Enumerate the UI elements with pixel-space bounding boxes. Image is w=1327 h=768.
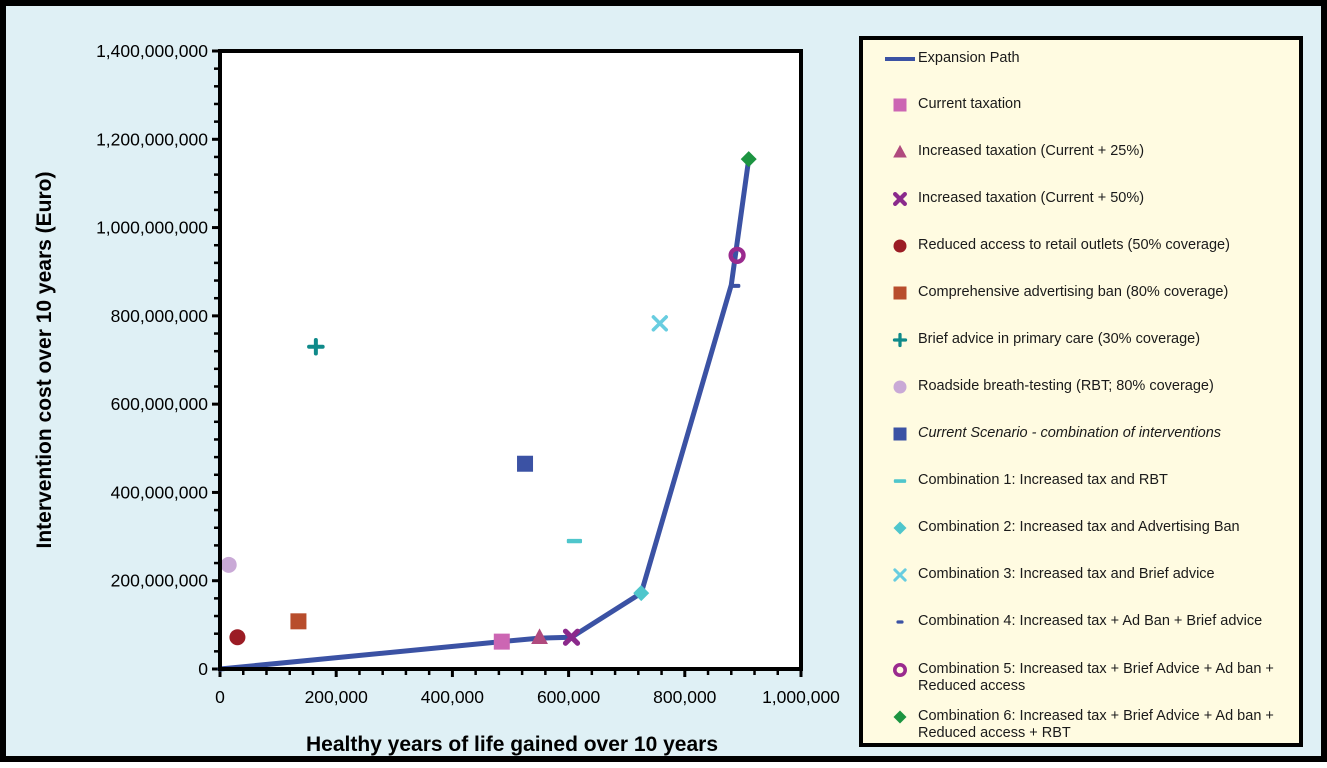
legend-marker-dash	[893, 479, 907, 483]
y-tick-label: 0	[198, 659, 208, 679]
legend-marker-diamond	[893, 710, 907, 724]
x-tick-label: 0	[215, 687, 225, 707]
x-axis-title: Healthy years of life gained over 10 yea…	[306, 733, 718, 756]
legend-symbol	[893, 710, 907, 724]
legend-label: Comprehensive advertising ban (80% cover…	[918, 284, 1229, 300]
y-tick-label: 1,400,000,000	[96, 41, 208, 61]
legend-marker-ring	[893, 663, 907, 677]
data-point-circle	[220, 556, 237, 573]
x-tick-labels: 0 200,000 400,000 600,000 800,000 1,000,000	[215, 687, 840, 707]
legend-symbol	[893, 239, 907, 253]
y-tick-label: 200,000,000	[111, 571, 209, 591]
legend-item: Brief advice in primary care (30% covera…	[885, 331, 1295, 349]
data-point-triangle	[531, 628, 548, 645]
data-point-small-dash	[731, 283, 741, 288]
data-point-square	[493, 633, 510, 650]
data-point-dash	[566, 538, 583, 544]
legend-symbol	[893, 521, 907, 535]
legend-symbol	[893, 98, 907, 112]
legend-item: Increased taxation (Current + 50%)	[885, 190, 1295, 208]
legend-marker-x-bold	[893, 192, 907, 206]
legend-marker-square	[893, 98, 907, 112]
legend-item: Roadside breath-testing (RBT; 80% covera…	[885, 378, 1295, 396]
y-axis-title: Intervention cost over 10 years (Euro)	[33, 172, 56, 549]
legend-marker-plus	[892, 332, 908, 348]
markers-layer	[220, 151, 757, 650]
data-point-square	[517, 455, 534, 472]
legend-item: Combination 2: Increased tax and Adverti…	[885, 519, 1295, 537]
legend-item: Combination 4: Increased tax + Ad Ban + …	[885, 613, 1295, 631]
legend-item: Combination 6: Increased tax + Brief Adv…	[885, 708, 1295, 742]
y-tick-label: 800,000,000	[111, 306, 209, 326]
legend-symbol	[892, 332, 908, 348]
plot-border	[218, 49, 803, 671]
legend-marker-circle	[893, 380, 907, 394]
data-point-diamond	[633, 585, 650, 602]
legend-symbol	[893, 568, 907, 582]
legend-label: Reduced access to retail outlets (50% co…	[918, 237, 1230, 253]
legend-label: Combination 2: Increased tax and Adverti…	[918, 519, 1240, 535]
legend-symbol	[885, 57, 915, 61]
legend-marker-diamond	[893, 521, 907, 535]
y-tick-labels: 0 200,000,000 400,000,000 600,000,000 800,00…	[96, 41, 208, 679]
legend-item: Reduced access to retail outlets (50% co…	[885, 237, 1295, 255]
legend-item: Increased taxation (Current + 25%)	[885, 143, 1295, 161]
x-tick-label: 200,000	[305, 687, 369, 707]
legend-item: Current Scenario - combination of interv…	[885, 425, 1295, 443]
legend-symbol	[893, 192, 907, 206]
legend-symbol	[893, 380, 907, 394]
data-point-x-thin	[651, 315, 669, 332]
legend-item: Current taxation	[885, 96, 1295, 114]
legend-symbol	[893, 286, 907, 300]
y-tick-label: 1,000,000,000	[96, 218, 208, 238]
legend-marker-small-dash	[896, 620, 904, 624]
legend-item: Combination 3: Increased tax and Brief a…	[885, 566, 1295, 584]
legend-item: Comprehensive advertising ban (80% cover…	[885, 284, 1295, 302]
legend-label: Roadside breath-testing (RBT; 80% covera…	[918, 378, 1214, 394]
y-tick-label: 600,000,000	[111, 394, 209, 414]
data-point-diamond	[740, 151, 757, 168]
data-point-ring	[728, 246, 746, 264]
legend-label: Current Scenario - combination of interv…	[918, 425, 1222, 441]
x-tick-label: 600,000	[537, 687, 601, 707]
legend-marker-x-thin	[893, 568, 907, 582]
x-tick-label: 400,000	[421, 687, 485, 707]
legend-label: Combination 1: Increased tax and RBT	[918, 472, 1168, 488]
plot-background	[220, 51, 801, 669]
legend-label: Combination 6: Increased tax + Brief Adv…	[918, 708, 1274, 741]
data-point-plus	[307, 337, 325, 356]
data-point-circle	[229, 629, 246, 646]
legend-marker-square	[893, 286, 907, 300]
legend-label: Combination 3: Increased tax and Brief a…	[918, 566, 1215, 582]
legend-symbol	[893, 427, 907, 441]
legend-label: Current taxation	[918, 96, 1022, 112]
x-tick-label: 800,000	[653, 687, 717, 707]
legend: Expansion Path Current taxation Increased …	[859, 36, 1303, 747]
legend-symbol	[893, 663, 907, 677]
y-tick-label: 400,000,000	[111, 482, 209, 502]
legend-label: Increased taxation (Current + 50%)	[918, 190, 1145, 206]
legend-item: Expansion Path	[885, 50, 1295, 68]
legend-label: Combination 5: Increased tax + Brief Adv…	[918, 661, 1274, 694]
plot-area: 0 200,000 400,000 600,000 800,000 1,000,000 0…	[33, 41, 840, 756]
legend-item: Combination 5: Increased tax + Brief Adv…	[885, 661, 1295, 695]
x-tick-label: 1,000,000	[762, 687, 840, 707]
legend-label: Brief advice in primary care (30% covera…	[918, 331, 1201, 347]
legend-label: Expansion Path	[918, 50, 1020, 66]
legend-symbol	[893, 479, 907, 483]
legend-marker-circle	[893, 239, 907, 253]
legend-label: Combination 4: Increased tax + Ad Ban + …	[918, 613, 1263, 629]
legend-marker-triangle	[893, 144, 907, 158]
legend-item: Combination 1: Increased tax and RBT	[885, 472, 1295, 490]
y-tick-label: 1,200,000,000	[96, 129, 208, 149]
data-point-x-bold	[562, 628, 581, 646]
legend-label: Increased taxation (Current + 25%)	[918, 143, 1145, 159]
data-point-square	[290, 613, 307, 630]
legend-symbol	[893, 144, 907, 158]
legend-marker-square	[893, 427, 907, 441]
legend-symbol	[896, 620, 904, 624]
